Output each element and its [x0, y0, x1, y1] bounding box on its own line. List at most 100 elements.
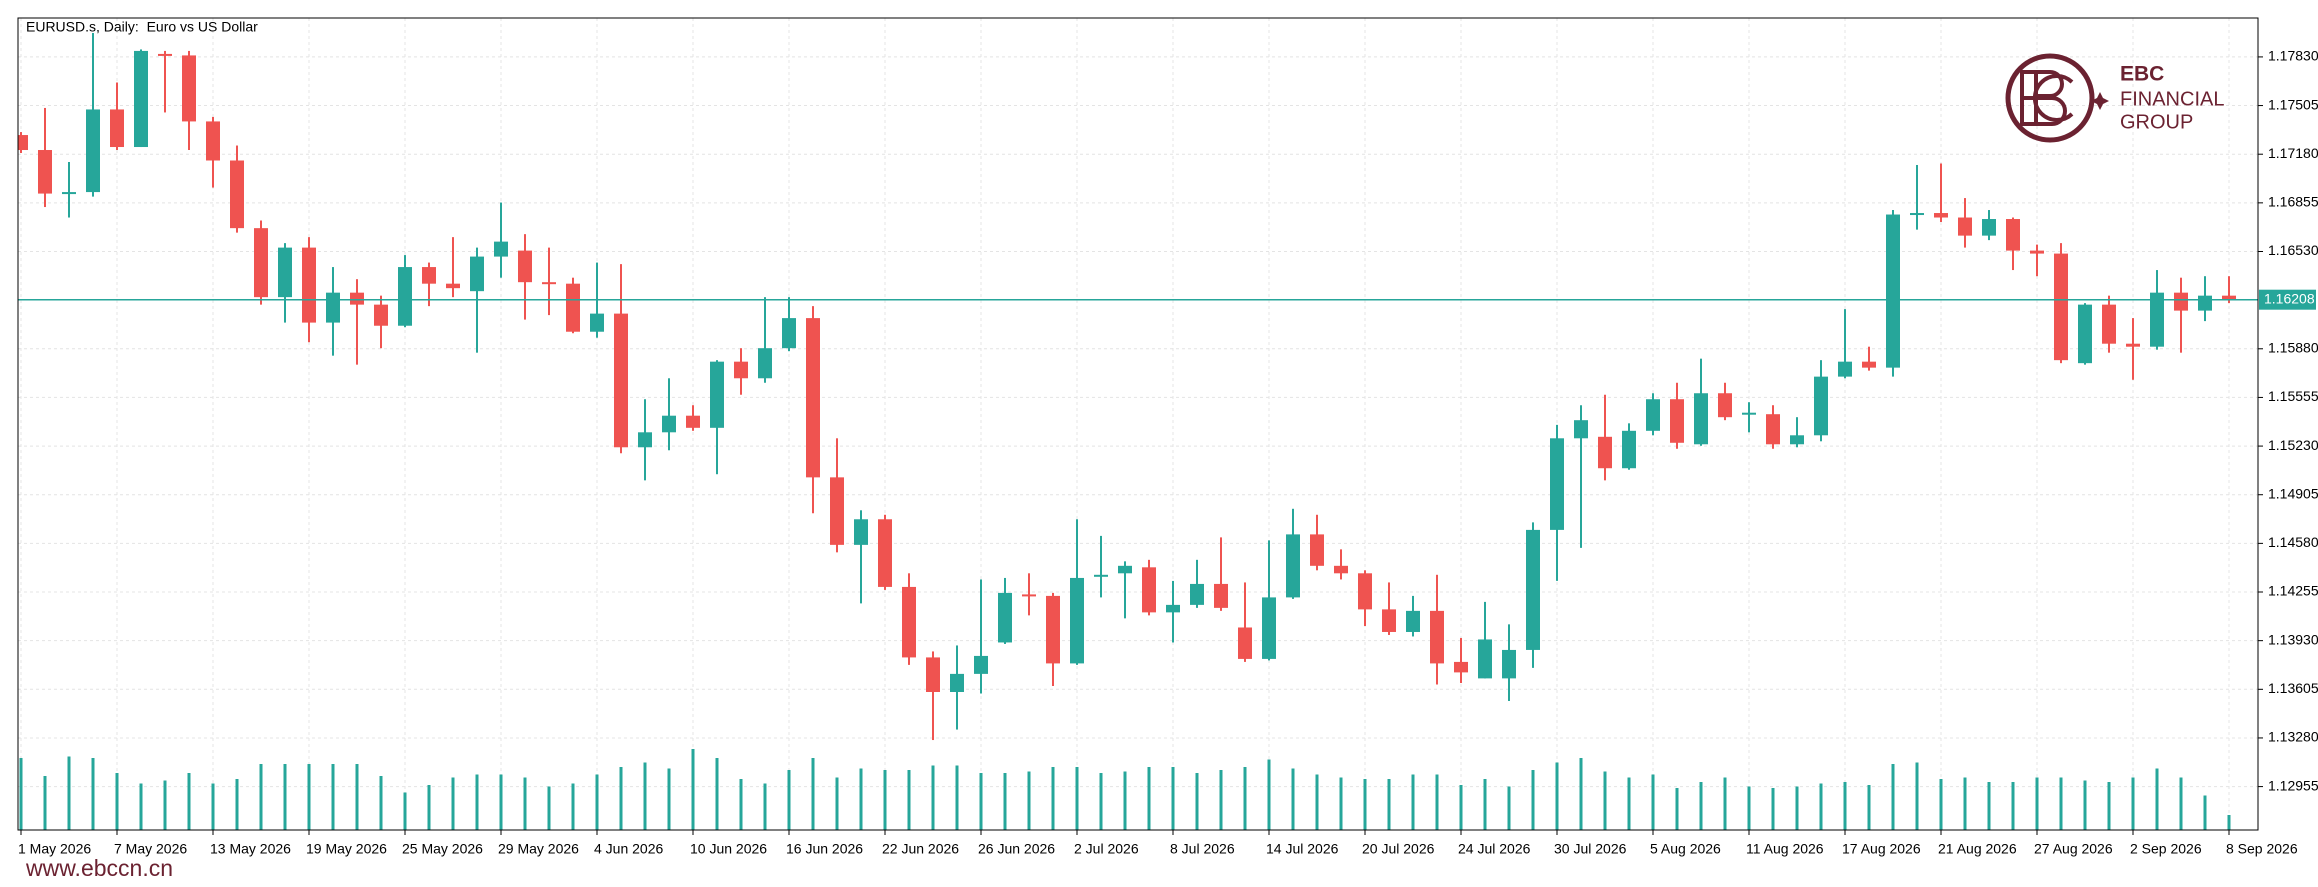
candle-body	[1742, 412, 1756, 415]
x-tick-label: 30 Jul 2026	[1554, 841, 1627, 857]
volume-bar	[139, 783, 143, 830]
x-tick-label: 21 Aug 2026	[1938, 841, 2017, 857]
volume-bar	[907, 770, 911, 830]
candle-body	[2150, 292, 2164, 347]
volume-bar	[259, 764, 263, 830]
price-label-box	[2259, 289, 2316, 310]
candle-body	[374, 304, 388, 326]
volume-bar	[1339, 777, 1343, 830]
candle-body	[18, 135, 28, 151]
candle-body	[542, 282, 556, 285]
volume-bar	[643, 762, 647, 830]
volume-bar	[1867, 785, 1871, 830]
x-tick-label: 16 Jun 2026	[786, 841, 863, 857]
volume-bar	[979, 773, 983, 830]
y-tick-label: 1.17505	[2268, 96, 2318, 112]
candle-body	[446, 283, 460, 289]
candle-body	[86, 109, 100, 193]
candle-body	[2126, 343, 2140, 347]
volume-bar	[1819, 783, 1823, 830]
candle-body	[1574, 420, 1588, 439]
candle-body	[1142, 567, 1156, 613]
candle-body	[422, 267, 436, 284]
volume-bar	[451, 777, 455, 830]
candle-body	[1670, 399, 1684, 443]
candle-body	[566, 283, 580, 332]
candle-body	[182, 55, 196, 122]
volume-bar	[187, 773, 191, 830]
volume-bar	[1459, 785, 1463, 830]
volume-bar	[1963, 777, 1967, 830]
candle-body	[974, 655, 988, 674]
volume-bar	[955, 765, 959, 830]
volume-bar	[1987, 782, 1991, 830]
x-tick-label: 1 May 2026	[18, 841, 91, 857]
candle-body	[998, 592, 1012, 643]
candle-body	[110, 109, 124, 148]
volume-bar	[1843, 782, 1847, 830]
candle-body	[1622, 430, 1636, 469]
logo-name: EBC	[2120, 63, 2164, 86]
volume-bar	[1363, 779, 1367, 830]
y-tick-label: 1.14580	[2268, 534, 2318, 550]
volume-bar	[523, 777, 527, 830]
candle-body	[494, 241, 508, 257]
volume-bar	[619, 767, 623, 830]
volume-bar	[2203, 795, 2207, 830]
volume-bar	[763, 783, 767, 830]
candle-body	[1022, 594, 1036, 597]
candle-body	[470, 256, 484, 292]
volume-bar	[1507, 786, 1511, 830]
candle-body	[2102, 304, 2116, 344]
x-tick-label: 14 Jul 2026	[1266, 841, 1339, 857]
candle-body	[902, 586, 916, 658]
logo-line: FINANCIAL	[2120, 88, 2224, 110]
candle-body	[854, 519, 868, 545]
candle-body	[206, 121, 220, 161]
volume-bar	[211, 783, 215, 830]
volume-bar	[1555, 762, 1559, 830]
y-tick-label: 1.15880	[2268, 339, 2318, 355]
footer-url: www.ebccn.cn	[25, 855, 173, 881]
candle-body	[1406, 610, 1420, 632]
candle-body	[1838, 361, 1852, 377]
candle-body	[1190, 583, 1204, 605]
candle-body	[2222, 295, 2236, 300]
candle-body	[1766, 414, 1780, 445]
volume-bar	[1267, 759, 1271, 830]
candle-body	[2078, 304, 2092, 364]
volume-bar	[2107, 782, 2111, 830]
candle-body	[806, 318, 820, 478]
candle-body	[302, 247, 316, 323]
x-tick-label: 4 Jun 2026	[594, 841, 663, 857]
volume-bar	[403, 792, 407, 830]
candle-body	[158, 53, 172, 56]
x-tick-label: 5 Aug 2026	[1650, 841, 1721, 857]
volume-bar	[499, 774, 503, 830]
candle-body	[1862, 361, 1876, 368]
volume-bar	[331, 764, 335, 830]
volume-bar	[115, 773, 119, 830]
volume-bar	[1075, 767, 1079, 830]
volume-bar	[835, 777, 839, 830]
candle-body	[518, 250, 532, 283]
volume-bar	[235, 779, 239, 830]
volume-bar	[1027, 771, 1031, 830]
volume-bar	[595, 774, 599, 830]
y-tick-label: 1.13605	[2268, 680, 2318, 696]
logo-star	[2091, 92, 2109, 110]
candle-body	[1286, 534, 1300, 598]
candle-body	[2174, 292, 2188, 311]
y-tick-label: 1.17830	[2268, 48, 2318, 64]
candle-body	[1934, 213, 1948, 218]
volume-bar	[2227, 815, 2231, 830]
volume-bar	[1315, 774, 1319, 830]
volume-bar	[91, 758, 95, 830]
candle-body	[38, 150, 52, 194]
y-tick-label: 1.16530	[2268, 242, 2318, 258]
candle-body	[2198, 295, 2212, 311]
candle-body	[1358, 573, 1372, 610]
x-tick-label: 8 Sep 2026	[2226, 841, 2298, 857]
volume-bar	[1795, 786, 1799, 830]
x-tick-label: 17 Aug 2026	[1842, 841, 1921, 857]
